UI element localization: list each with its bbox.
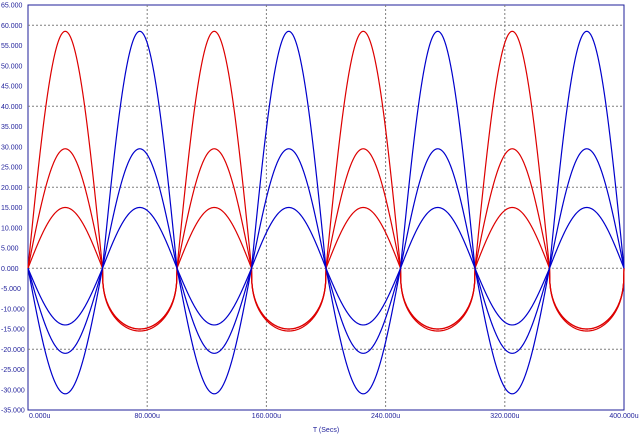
x-tick-label: 320.000u	[490, 413, 519, 420]
y-tick-label: 40.000	[1, 104, 23, 111]
y-tick-labels: 65.000 60.000 55.000 50.000 45.000 40.000 35.0…	[1, 3, 25, 415]
y-tick-label: -15.000	[1, 327, 25, 334]
y-tick-label: 55.000	[1, 43, 23, 50]
y-tick-label: 60.000	[1, 23, 23, 30]
x-tick-labels: 0.000u 80.000u 160.000u 240.000u 320.000u 400…	[29, 413, 639, 420]
y-tick-label: 25.000	[1, 165, 23, 172]
y-tick-label: 65.000	[1, 3, 23, 10]
y-tick-label: 30.000	[1, 144, 23, 151]
y-tick-label: 35.000	[1, 124, 23, 131]
series-line-blue	[27, 206, 625, 326]
y-tick-label: -25.000	[1, 367, 25, 374]
x-tick-label: 160.000u	[252, 413, 281, 420]
series-lines	[27, 30, 625, 395]
x-axis-label: T (Secs)	[313, 427, 339, 434]
y-tick-label: -30.000	[1, 387, 25, 394]
y-tick-label: -5.000	[1, 286, 21, 293]
y-tick-label: 5.000	[1, 246, 19, 253]
y-tick-label: 10.000	[1, 225, 23, 232]
y-tick-label: -35.000	[1, 408, 25, 415]
x-tick-label: 240.000u	[371, 413, 400, 420]
x-tick-label: 0.000u	[29, 413, 51, 420]
y-tick-label: -20.000	[1, 347, 25, 354]
y-tick-label: 15.000	[1, 205, 23, 212]
y-tick-label: 0.000	[1, 266, 19, 273]
y-tick-label: -10.000	[1, 306, 25, 313]
y-tick-label: 20.000	[1, 185, 23, 192]
y-tick-label: 45.000	[1, 84, 23, 91]
y-tick-label: 50.000	[1, 63, 23, 70]
x-tick-label: 80.000u	[135, 413, 160, 420]
x-tick-label: 400.000u	[609, 413, 638, 420]
